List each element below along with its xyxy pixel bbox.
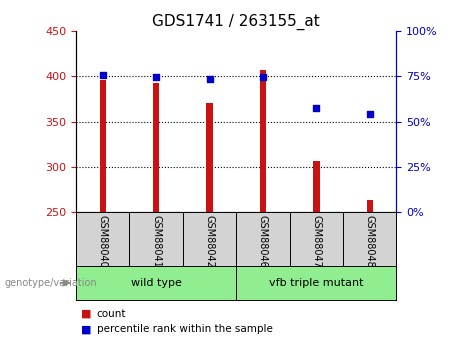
- Text: GSM88041: GSM88041: [151, 215, 161, 268]
- Point: [366, 112, 373, 117]
- Text: vfb triple mutant: vfb triple mutant: [269, 278, 364, 288]
- Text: ■: ■: [81, 325, 91, 334]
- Bar: [313, 160, 319, 212]
- Bar: [153, 83, 160, 212]
- Text: genotype/variation: genotype/variation: [5, 278, 97, 288]
- Text: ■: ■: [81, 309, 91, 319]
- Point: [153, 74, 160, 79]
- Bar: [207, 102, 213, 212]
- Title: GDS1741 / 263155_at: GDS1741 / 263155_at: [153, 13, 320, 30]
- Text: wild type: wild type: [131, 278, 182, 288]
- Text: GSM88046: GSM88046: [258, 215, 268, 268]
- Point: [99, 73, 106, 78]
- Point: [259, 74, 266, 79]
- Text: GSM88042: GSM88042: [205, 215, 214, 268]
- Text: GSM88040: GSM88040: [98, 215, 108, 268]
- Bar: [366, 200, 373, 212]
- Bar: [260, 70, 266, 212]
- Text: GSM88047: GSM88047: [311, 215, 321, 268]
- Text: percentile rank within the sample: percentile rank within the sample: [97, 325, 273, 334]
- Point: [206, 76, 213, 82]
- Text: count: count: [97, 309, 126, 319]
- Text: GSM88048: GSM88048: [365, 215, 375, 268]
- Point: [313, 105, 320, 111]
- Bar: [100, 80, 106, 212]
